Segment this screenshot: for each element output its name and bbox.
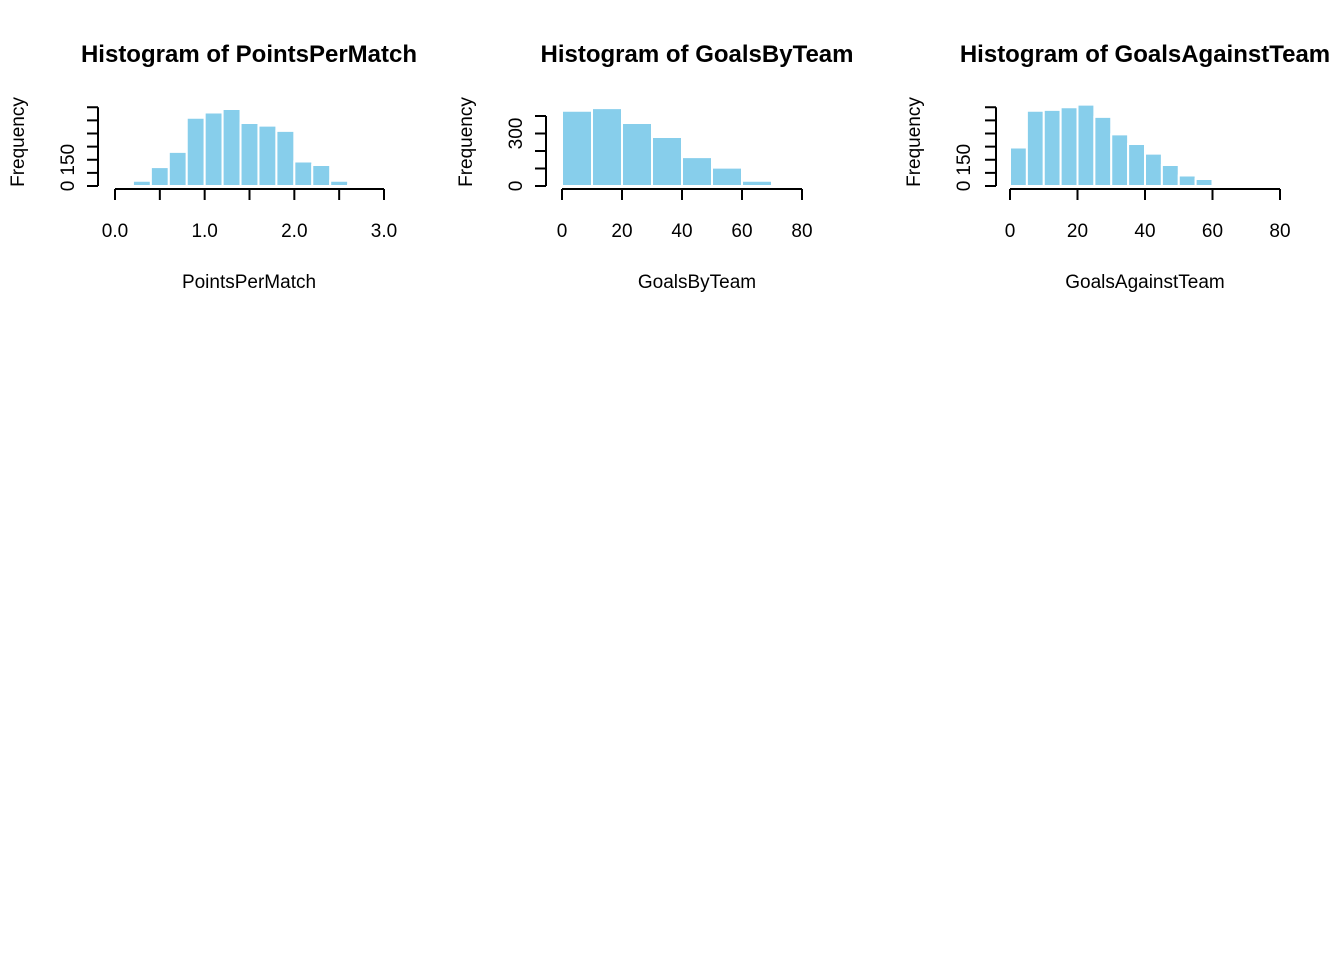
histogram-pointspermatch: Histogram of PointsPerMatch PointsPerMat… — [8, 41, 417, 293]
x-tick-label: 60 — [1202, 221, 1223, 242]
y-axis-label: Frequency — [904, 97, 925, 187]
y-tick-label: 150 — [58, 144, 79, 176]
histogram-bar — [311, 164, 332, 187]
histogram-bar — [1127, 143, 1146, 187]
histogram-bar — [239, 122, 260, 187]
histogram-bar — [221, 108, 242, 187]
y-tick-label: 300 — [506, 118, 527, 150]
x-tick-label: 0 — [1005, 221, 1016, 242]
histogram-bar — [1025, 109, 1045, 187]
histogram-bar — [1177, 174, 1197, 187]
histogram-bar — [149, 166, 170, 188]
histogram-bar — [711, 166, 743, 187]
histogram-bar — [1042, 108, 1062, 187]
histogram-bar — [771, 184, 803, 187]
histogram-bar — [275, 129, 296, 187]
histogram-bar — [1110, 133, 1130, 187]
x-tick-label: 20 — [611, 221, 632, 242]
x-axis-label: PointsPerMatch — [182, 272, 316, 293]
histogram-bar — [114, 183, 134, 187]
bars — [561, 107, 803, 187]
histogram-bar — [131, 179, 152, 187]
y-tick-label: 0 — [58, 181, 79, 192]
histogram-bar — [293, 160, 314, 187]
y-tick-label: 150 — [954, 144, 975, 176]
x-tick-label: 0.0 — [102, 221, 128, 242]
histogram-bar — [1076, 103, 1096, 187]
chart-title: Histogram of PointsPerMatch — [81, 41, 417, 68]
x-axis-label: GoalsAgainstTeam — [1065, 272, 1224, 293]
histogram-bar — [1160, 164, 1180, 187]
histogram-bar — [621, 122, 653, 187]
x-axis: 0 20 40 60 80 — [557, 188, 813, 242]
x-tick-label: 3.0 — [371, 221, 397, 242]
histogram-bar — [681, 156, 713, 187]
x-tick-label: 20 — [1067, 221, 1088, 242]
x-tick-label: 60 — [731, 221, 752, 242]
histogram-bar — [329, 179, 350, 187]
y-axis-label: Frequency — [8, 97, 29, 187]
x-tick-label: 1.0 — [191, 221, 217, 242]
x-tick-label: 2.0 — [281, 221, 307, 242]
x-tick-label: 40 — [671, 221, 692, 242]
x-tick-label: 80 — [791, 221, 812, 242]
histogram-bar — [347, 183, 368, 187]
histogram-bar — [741, 179, 773, 187]
chart-title: Histogram of GoalsByTeam — [541, 41, 854, 68]
histogram-bar — [1059, 106, 1079, 187]
y-axis-label: Frequency — [456, 97, 477, 187]
x-tick-label: 80 — [1269, 221, 1290, 242]
histogram-bar — [591, 107, 623, 187]
histogram-bar — [185, 116, 206, 187]
histogram-bar — [257, 124, 278, 187]
y-axis: 0 300 — [506, 115, 547, 192]
bars — [1009, 103, 1231, 187]
histogram-bar — [1211, 183, 1231, 187]
histogram-bar — [561, 109, 593, 187]
x-axis: 0 20 40 60 80 — [1005, 188, 1291, 242]
histogram-bar — [1009, 146, 1028, 187]
histogram-bar — [651, 136, 683, 187]
x-tick-label: 40 — [1134, 221, 1155, 242]
histogram-bar — [1194, 178, 1214, 187]
histogram-goalsbyteam: Histogram of GoalsByTeam GoalsByTeam Fre… — [456, 41, 853, 293]
histogram-bar — [1093, 115, 1113, 187]
histogram-bar — [167, 150, 188, 187]
x-tick-label: 0 — [557, 221, 568, 242]
x-axis-label: GoalsByTeam — [638, 272, 756, 293]
bars — [114, 108, 368, 188]
histogram-bar — [203, 111, 224, 187]
y-tick-label: 0 — [954, 181, 975, 192]
chart-title: Histogram of GoalsAgainstTeam — [960, 41, 1330, 68]
histogram-bar — [1144, 152, 1163, 187]
x-axis: 0.0 1.0 2.0 3.0 — [102, 188, 397, 242]
y-tick-label: 0 — [506, 181, 527, 192]
histogram-goalsagainstteam: Histogram of GoalsAgainstTeam GoalsAgain… — [904, 41, 1330, 293]
